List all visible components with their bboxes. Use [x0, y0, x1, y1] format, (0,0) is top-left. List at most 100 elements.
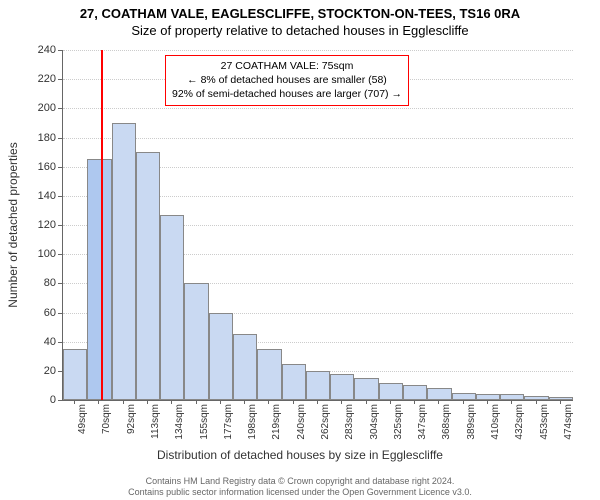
address-title: 27, COATHAM VALE, EAGLESCLIFFE, STOCKTON… — [0, 0, 600, 21]
histogram-bar — [452, 393, 476, 400]
xtick-label: 389sqm — [466, 404, 477, 446]
xtick-mark — [98, 400, 99, 404]
xtick-mark — [268, 400, 269, 404]
histogram-bar — [354, 378, 378, 400]
xtick-label: 240sqm — [296, 404, 307, 446]
xtick-label: 70sqm — [101, 404, 112, 446]
xtick-mark — [414, 400, 415, 404]
xtick-mark — [463, 400, 464, 404]
xtick-label: 262sqm — [320, 404, 331, 446]
ytick-label: 240 — [26, 44, 56, 56]
ytick-mark — [58, 138, 62, 139]
xtick-label: 134sqm — [174, 404, 185, 446]
annotation-line: ← 8% of detached houses are smaller (58) — [172, 73, 402, 87]
ytick-mark — [58, 342, 62, 343]
xtick-mark — [390, 400, 391, 404]
histogram-bar — [87, 159, 111, 400]
xtick-label: 113sqm — [150, 404, 161, 446]
xtick-mark — [244, 400, 245, 404]
histogram-bar — [427, 388, 451, 400]
ytick-label: 220 — [26, 73, 56, 85]
xtick-label: 368sqm — [441, 404, 452, 446]
xtick-mark — [220, 400, 221, 404]
histogram-bar — [306, 371, 330, 400]
xtick-mark — [147, 400, 148, 404]
ytick-label: 180 — [26, 132, 56, 144]
gridline — [63, 108, 573, 109]
annotation-line: 92% of semi-detached houses are larger (… — [172, 87, 402, 101]
ytick-mark — [58, 108, 62, 109]
histogram-bar — [379, 383, 403, 401]
ytick-mark — [58, 79, 62, 80]
histogram-bar — [184, 283, 208, 400]
histogram-bar — [63, 349, 87, 400]
gridline — [63, 138, 573, 139]
ytick-mark — [58, 50, 62, 51]
histogram-bar — [330, 374, 354, 400]
xtick-label: 49sqm — [77, 404, 88, 446]
xtick-label: 432sqm — [514, 404, 525, 446]
xtick-mark — [317, 400, 318, 404]
footer-attribution: Contains HM Land Registry data © Crown c… — [0, 476, 600, 499]
footer-line2: Contains public sector information licen… — [128, 487, 472, 497]
ytick-mark — [58, 196, 62, 197]
xtick-mark — [196, 400, 197, 404]
property-marker-line — [101, 50, 103, 400]
xtick-mark — [74, 400, 75, 404]
xtick-mark — [511, 400, 512, 404]
xtick-label: 453sqm — [539, 404, 550, 446]
chart-container: 27, COATHAM VALE, EAGLESCLIFFE, STOCKTON… — [0, 0, 600, 500]
xtick-mark — [366, 400, 367, 404]
gridline — [63, 50, 573, 51]
xtick-label: 219sqm — [271, 404, 282, 446]
histogram-bar — [160, 215, 184, 400]
histogram-bar — [112, 123, 136, 400]
ytick-mark — [58, 283, 62, 284]
annotation-box: 27 COATHAM VALE: 75sqm← 8% of detached h… — [165, 55, 409, 106]
ytick-label: 140 — [26, 190, 56, 202]
ytick-mark — [58, 371, 62, 372]
xtick-label: 177sqm — [223, 404, 234, 446]
ytick-label: 0 — [26, 394, 56, 406]
xtick-mark — [560, 400, 561, 404]
histogram-bar — [233, 334, 257, 400]
xtick-label: 474sqm — [563, 404, 574, 446]
ytick-label: 20 — [26, 365, 56, 377]
xtick-mark — [341, 400, 342, 404]
histogram-bar — [257, 349, 281, 400]
xtick-label: 304sqm — [369, 404, 380, 446]
xtick-label: 347sqm — [417, 404, 428, 446]
xtick-label: 283sqm — [344, 404, 355, 446]
y-axis-label: Number of detached properties — [6, 142, 20, 307]
ytick-mark — [58, 313, 62, 314]
ytick-mark — [58, 167, 62, 168]
histogram-bar — [136, 152, 160, 400]
ytick-label: 80 — [26, 277, 56, 289]
xtick-label: 92sqm — [126, 404, 137, 446]
ytick-label: 60 — [26, 307, 56, 319]
xtick-mark — [171, 400, 172, 404]
xtick-mark — [487, 400, 488, 404]
xtick-label: 410sqm — [490, 404, 501, 446]
histogram-bar — [549, 397, 573, 400]
xtick-mark — [536, 400, 537, 404]
xtick-mark — [123, 400, 124, 404]
ytick-label: 40 — [26, 336, 56, 348]
xtick-label: 325sqm — [393, 404, 404, 446]
histogram-bar — [524, 396, 548, 400]
ytick-mark — [58, 400, 62, 401]
ytick-label: 100 — [26, 248, 56, 260]
xtick-mark — [293, 400, 294, 404]
xtick-mark — [438, 400, 439, 404]
ytick-mark — [58, 225, 62, 226]
ytick-label: 200 — [26, 102, 56, 114]
xtick-label: 155sqm — [199, 404, 210, 446]
histogram-bar — [500, 394, 524, 400]
histogram-bar — [403, 385, 427, 400]
annotation-line: 27 COATHAM VALE: 75sqm — [172, 59, 402, 73]
ytick-label: 160 — [26, 161, 56, 173]
plot-area: 27 COATHAM VALE: 75sqm← 8% of detached h… — [62, 50, 573, 401]
histogram-bar — [282, 364, 306, 400]
xtick-label: 198sqm — [247, 404, 258, 446]
footer-line1: Contains HM Land Registry data © Crown c… — [146, 476, 455, 486]
